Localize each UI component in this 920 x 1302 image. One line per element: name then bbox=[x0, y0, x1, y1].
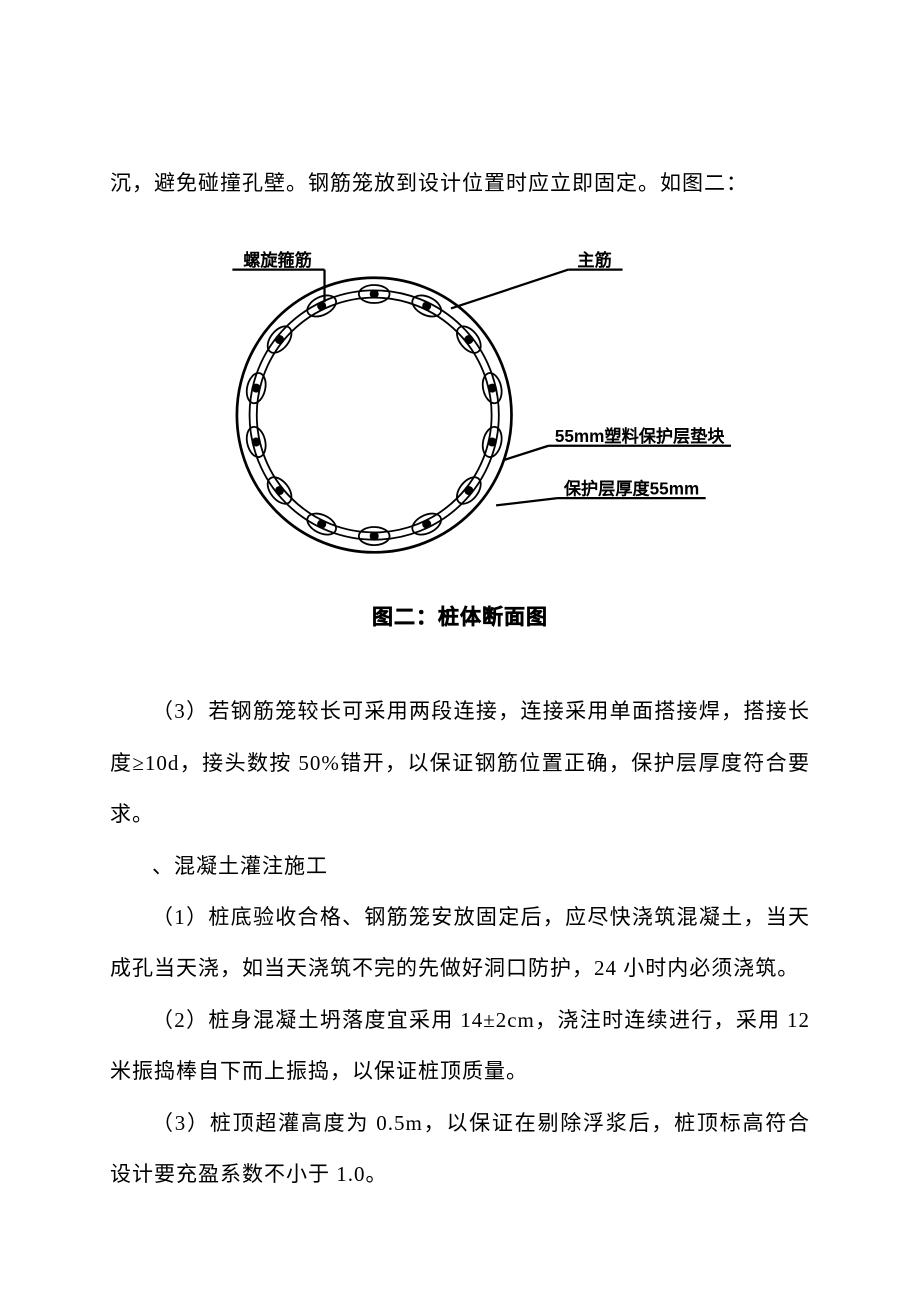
concrete-paragraph-3: （3）桩顶超灌高度为 0.5m，以保证在剔除浮浆后，桩顶标高符合设计要充盈系数不… bbox=[110, 1098, 810, 1201]
svg-text:主筋: 主筋 bbox=[577, 250, 611, 270]
intro-text: 沉，避免碰撞孔壁。钢筋笼放到设计位置时应立即固定。如图二： bbox=[110, 160, 810, 206]
svg-text:55mm塑料保护层垫块: 55mm塑料保护层垫块 bbox=[555, 426, 726, 446]
section-heading-concrete: 、混凝土灌注施工 bbox=[110, 841, 810, 892]
svg-text:螺旋箍筋: 螺旋箍筋 bbox=[243, 250, 312, 270]
diagram-container: 螺旋箍筋 主筋 55mm塑料保护层垫块保护层厚度55mm bbox=[110, 221, 810, 591]
body-text: （3）若钢筋笼较长可采用两段连接，连接采用单面搭接焊，搭接长度≥10d，接头数按… bbox=[110, 686, 810, 1200]
svg-text:保护层厚度55mm: 保护层厚度55mm bbox=[563, 479, 699, 499]
concrete-paragraph-2: （2）桩身混凝土坍落度宜采用 14±2cm，浇注时连续进行，采用 12米振捣棒自… bbox=[110, 995, 810, 1098]
pile-cross-section-diagram: 螺旋箍筋 主筋 55mm塑料保护层垫块保护层厚度55mm bbox=[180, 221, 740, 591]
paragraph-3: （3）若钢筋笼较长可采用两段连接，连接采用单面搭接焊，搭接长度≥10d，接头数按… bbox=[110, 686, 810, 840]
concrete-paragraph-1: （1）桩底验收合格、钢筋笼安放固定后，应尽快浇筑混凝土，当天成孔当天浇，如当天浇… bbox=[110, 892, 810, 995]
diagram-caption: 图二：桩体断面图 bbox=[110, 601, 810, 631]
